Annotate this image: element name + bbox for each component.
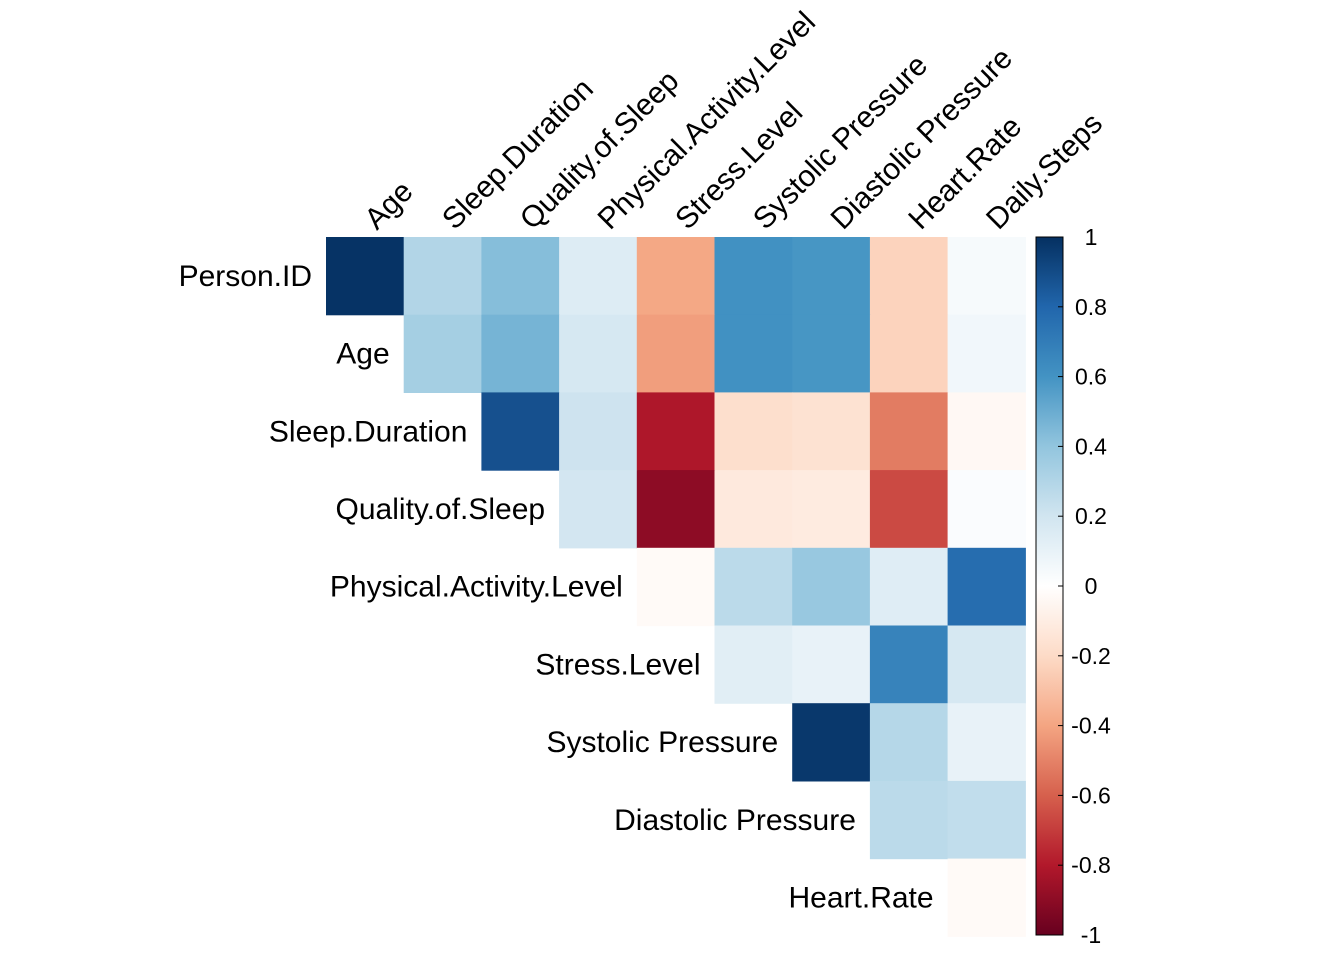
heatmap-cell — [869, 703, 949, 782]
heatmap-cell — [403, 314, 482, 393]
heatmap-cell — [869, 392, 949, 471]
heatmap-cell — [947, 237, 1026, 316]
heatmap-cells — [326, 237, 1026, 937]
row-label: Person.ID — [179, 260, 312, 293]
heatmap-cell — [559, 237, 638, 316]
colorbar-tick-label: -1 — [1081, 922, 1101, 948]
heatmap-cell — [636, 392, 716, 471]
color-legend: 1 0.8 0.6 0.4 0.2 0 -0.2 -0.4 -0.6 -0.8 -1 — [1035, 224, 1111, 948]
heatmap-cell — [947, 858, 1026, 937]
heatmap-cell — [636, 237, 716, 316]
heatmap-cell — [481, 392, 560, 471]
heatmap-cell — [636, 314, 716, 393]
heatmap-cell — [714, 625, 793, 704]
heatmap-cell — [947, 314, 1026, 393]
heatmap-cell — [559, 470, 638, 549]
colorbar-tick-label: -0.8 — [1071, 852, 1111, 878]
heatmap-cell — [792, 237, 871, 316]
colorbar-tick-label: -0.6 — [1071, 782, 1111, 808]
row-label: Diastolic Pressure — [614, 804, 856, 837]
heatmap-cell — [869, 625, 949, 704]
column-labels: Age Sleep.DurationQuality.of.SleepPhysica… — [358, 6, 1109, 236]
colorbar-tick-label: 0.4 — [1075, 433, 1107, 459]
heatmap-cell — [714, 237, 793, 316]
heatmap-cell — [714, 392, 793, 471]
colorbar-tick-label: 1 — [1085, 224, 1098, 250]
row-label: Heart.Rate — [789, 881, 934, 914]
colorbar-tick-label: 0.6 — [1075, 364, 1107, 390]
colorbar-tick-label: -0.4 — [1071, 713, 1111, 739]
colorbar-tick-label: 0.2 — [1075, 503, 1107, 529]
heatmap-cell — [947, 470, 1026, 549]
heatmap-cell — [636, 470, 716, 549]
row-label: Stress.Level — [535, 648, 700, 681]
heatmap-cell — [792, 547, 871, 627]
row-label: Age — [336, 338, 389, 371]
heatmap-cell — [403, 237, 482, 316]
heatmap-cell — [326, 237, 405, 316]
heatmap-cell — [559, 314, 638, 393]
row-labels: Person.ID Age Sleep.Duration Quality.of.Sle… — [179, 260, 934, 915]
heatmap-cell — [481, 237, 560, 316]
colorbar-tick-label: 0 — [1085, 573, 1098, 599]
heatmap-cell — [714, 314, 793, 393]
heatmap-cell — [714, 547, 793, 627]
heatmap-cell — [792, 625, 871, 704]
heatmap-cell — [947, 547, 1026, 627]
heatmap-cell — [947, 780, 1026, 860]
heatmap-cell — [792, 703, 871, 782]
heatmap-cell — [869, 780, 949, 860]
colorbar-tick-label: 0.8 — [1075, 294, 1107, 320]
heatmap-cell — [869, 314, 949, 393]
heatmap-cell — [481, 314, 560, 393]
colorbar-tick-label: -0.2 — [1071, 643, 1111, 669]
heatmap-cell — [714, 470, 793, 549]
heatmap-cell — [559, 392, 638, 471]
row-label: Physical.Activity.Level — [330, 571, 623, 604]
column-label: Age — [358, 175, 419, 236]
heatmap-cell — [792, 470, 871, 549]
heatmap-cell — [947, 625, 1026, 704]
heatmap-cell — [947, 392, 1026, 471]
heatmap-cell — [869, 470, 949, 549]
heatmap-cell — [947, 703, 1026, 782]
heatmap-cell — [869, 237, 949, 316]
row-label: Systolic Pressure — [546, 726, 778, 759]
heatmap-cell — [636, 547, 716, 627]
heatmap-cell — [869, 547, 949, 627]
heatmap-cell — [792, 314, 871, 393]
row-label: Quality.of.Sleep — [336, 493, 546, 526]
row-label: Sleep.Duration — [269, 415, 467, 448]
heatmap-cell — [792, 392, 871, 471]
